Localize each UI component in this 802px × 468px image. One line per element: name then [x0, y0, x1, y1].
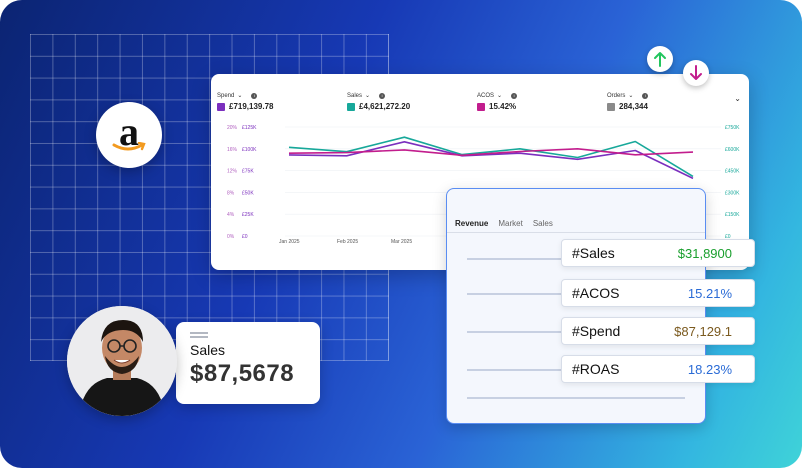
stat-acos[interactable]: #ACOS 15.21% — [561, 279, 755, 307]
stat-name: #ROAS — [572, 361, 620, 377]
stat-value: $87,129.1 — [674, 323, 732, 339]
placeholder-line — [467, 369, 563, 371]
y-tick-currency: £75K — [242, 169, 254, 175]
y-tick-currency: £25K — [242, 212, 254, 218]
metric-value: £719,139.78 — [229, 102, 274, 111]
arrow-up-icon[interactable] — [647, 46, 673, 72]
chevron-down-icon[interactable]: ⌄ — [497, 93, 503, 99]
stat-name: #ACOS — [572, 285, 620, 301]
y-tick-currency: £50K — [242, 190, 254, 196]
placeholder-line — [467, 397, 685, 399]
chevron-down-icon[interactable]: ⌄ — [628, 93, 634, 99]
chevron-down-icon[interactable]: ⌄ — [365, 93, 371, 99]
metric-label: Orders — [607, 92, 626, 99]
y-tick-percent: 8% — [227, 190, 235, 196]
metric-label: Spend — [217, 92, 235, 99]
placeholder-line — [467, 258, 563, 260]
menu-icon[interactable] — [190, 332, 208, 340]
stat-name: #Sales — [572, 245, 615, 261]
metric-value: 284,344 — [619, 102, 648, 111]
color-swatch — [607, 102, 615, 111]
series-line-spend — [288, 141, 694, 180]
y-tick-percent: 20% — [227, 125, 238, 131]
y-tick-currency: £0 — [242, 234, 248, 240]
tab-sales[interactable]: Sales — [532, 219, 553, 228]
info-icon[interactable]: i — [642, 92, 649, 99]
metric-label: Sales — [347, 92, 363, 99]
x-tick-label: Mar 2025 — [391, 239, 412, 245]
color-swatch — [477, 102, 485, 111]
metric-spend[interactable]: Spend ⌄ i £719,139.78 — [217, 92, 274, 111]
metric-label: ACOS — [477, 92, 495, 99]
stat-value: $31,8900 — [677, 245, 732, 261]
tab-divider — [447, 232, 705, 233]
x-tick-label: Jan 2025 — [279, 239, 300, 245]
placeholder-line — [467, 331, 563, 333]
y-tick-right: £150K — [725, 212, 740, 218]
metric-value: 15.42% — [489, 102, 517, 111]
series-line-sales — [288, 136, 694, 178]
stat-name: #Spend — [572, 323, 621, 339]
tab-market[interactable]: Market — [498, 219, 523, 228]
y-tick-right: £750K — [725, 125, 740, 131]
y-tick-right: £0 — [725, 234, 731, 240]
y-tick-percent: 4% — [227, 212, 235, 218]
sales-summary-card: Sales $87,5678 — [176, 322, 320, 404]
stat-roas[interactable]: #ROAS 18.23% — [561, 355, 755, 383]
info-icon[interactable]: i — [379, 92, 386, 99]
y-tick-right: £450K — [725, 169, 740, 175]
metric-value: £4,621,272.20 — [359, 102, 411, 111]
person-avatar — [67, 306, 177, 416]
info-icon[interactable]: i — [511, 92, 518, 99]
y-tick-percent: 0% — [227, 234, 235, 240]
stat-value: 18.23% — [687, 361, 732, 377]
stat-spend[interactable]: #Spend $87,129.1 — [561, 317, 755, 345]
placeholder-line — [467, 293, 563, 295]
tab-revenue[interactable]: Revenue — [455, 219, 489, 228]
stat-value: 15.21% — [687, 285, 732, 301]
metric-sales[interactable]: Sales ⌄ i £4,621,272.20 — [347, 92, 410, 111]
y-tick-currency: £100K — [242, 147, 257, 153]
tab-bar: Revenue Market Sales — [455, 219, 553, 228]
info-icon[interactable]: i — [251, 92, 258, 99]
color-swatch — [217, 102, 225, 111]
sales-card-value: $87,5678 — [190, 360, 295, 387]
sales-card-title: Sales — [190, 342, 226, 358]
y-tick-right: £600K — [725, 147, 740, 153]
y-tick-right: £300K — [725, 190, 740, 196]
chevron-down-icon[interactable]: ⌄ — [734, 94, 741, 103]
y-tick-percent: 12% — [227, 169, 238, 175]
arrow-down-icon[interactable] — [683, 60, 709, 86]
color-swatch — [347, 102, 355, 111]
stat-sales[interactable]: #Sales $31,8900 — [561, 239, 755, 267]
amazon-logo-icon: a — [96, 102, 162, 168]
metric-acos[interactable]: ACOS ⌄ i 15.42% — [477, 92, 518, 111]
chevron-down-icon[interactable]: ⌄ — [237, 93, 243, 99]
y-tick-currency: £125K — [242, 125, 257, 131]
metric-orders[interactable]: Orders ⌄ i 284,344 — [607, 92, 649, 111]
series-line-acos — [288, 148, 694, 157]
x-tick-label: Feb 2025 — [337, 239, 358, 245]
y-tick-percent: 16% — [227, 147, 238, 153]
